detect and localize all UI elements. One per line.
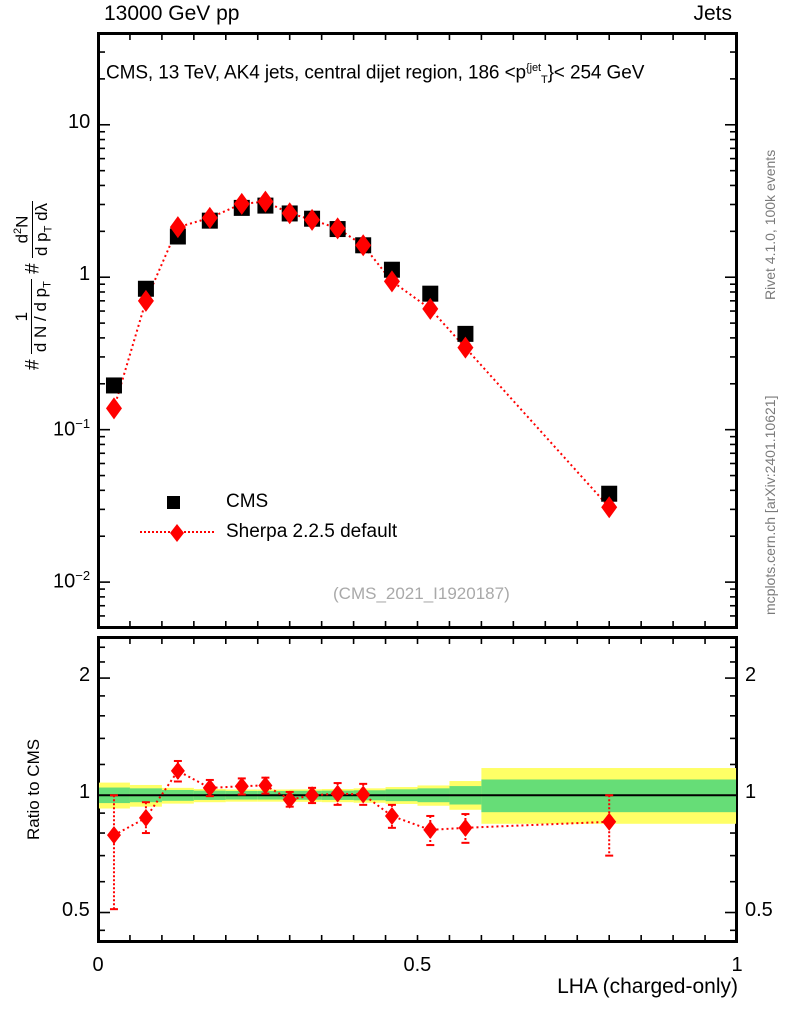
plot-title-sup: {jet [526, 62, 541, 74]
ratio-point-3 [202, 778, 217, 797]
y-tick-label-ratio-right-1: 1 [745, 781, 757, 804]
y-tick-label-ratio-right-0: 2 [745, 664, 757, 687]
legend-marker-square-icon [140, 492, 214, 512]
ratio-series-line [113, 769, 610, 837]
data-point-sherpa-8 [329, 217, 346, 240]
data-point-sherpa-10 [383, 270, 400, 293]
plot-title-pre: CMS, 13 TeV, AK4 jets, central dijet reg… [106, 62, 527, 84]
legend-entry-sherpa: Sherpa 2.2.5 default [140, 517, 397, 547]
main-panel-border [97, 32, 738, 629]
x-tick-label-0: 0 [92, 954, 104, 976]
legend: CMS Sherpa 2.2.5 default [140, 487, 397, 547]
data-point-cms-11 [422, 285, 439, 302]
header-category: Jets [693, 2, 732, 25]
ratio-point-13 [602, 812, 617, 831]
data-point-sherpa-0 [105, 397, 122, 420]
data-point-sherpa-4 [233, 192, 250, 215]
data-point-sherpa-6 [281, 202, 298, 225]
ratio-point-10 [384, 806, 399, 825]
header-beam-info: 13000 GeV pp [104, 2, 240, 25]
plot-title-post: }< 254 GeV [547, 62, 645, 84]
y-tick-label-main-2: 10−1 [53, 415, 91, 441]
x-tick-label-2: 1 [731, 954, 743, 976]
y-tick-label-ratio-2: 0.5 [62, 898, 90, 921]
ratio-point-5 [258, 776, 273, 795]
plot-title-sub: T [540, 74, 548, 87]
ratio-point-8 [330, 784, 345, 803]
analysis-id-watermark: (CMS_2021_I1920187) [333, 584, 510, 603]
data-point-cms-12 [457, 325, 474, 342]
data-point-cms-13 [601, 485, 618, 502]
legend-label-sherpa: Sherpa 2.2.5 default [226, 521, 398, 542]
data-point-sherpa-1 [137, 289, 154, 312]
y-tick-label-ratio-1: 1 [79, 781, 91, 804]
ratio-point-12 [458, 818, 473, 837]
y-tick-label-ratio-0: 2 [79, 664, 91, 687]
data-point-cms-0 [105, 377, 122, 394]
ratio-point-6 [282, 790, 297, 809]
data-point-cms-10 [383, 261, 400, 278]
data-point-sherpa-12 [457, 336, 474, 359]
x-axis-label: LHA (charged-only) [557, 975, 738, 998]
data-point-sherpa-2 [169, 216, 186, 239]
main-plot-panel [98, 33, 737, 628]
y-tick-label-ratio-right-2: 0.5 [745, 898, 773, 921]
x-tick-label-1: 0.5 [403, 954, 432, 976]
data-point-sherpa-5 [257, 190, 274, 213]
data-point-cms-1 [137, 280, 154, 297]
plot-title: CMS, 13 TeV, AK4 jets, central dijet reg… [106, 62, 644, 86]
data-point-sherpa-7 [304, 208, 321, 231]
legend-entry-cms: CMS [140, 487, 397, 517]
data-point-sherpa-11 [422, 297, 439, 320]
legend-marker-diamond-icon [140, 522, 214, 542]
legend-label-cms: CMS [226, 491, 269, 512]
ratio-point-2 [170, 761, 185, 780]
data-point-sherpa-13 [601, 496, 618, 519]
y-tick-label-main-0: 10 [68, 110, 91, 133]
ratio-point-9 [356, 785, 371, 804]
ratio-point-0 [106, 826, 121, 845]
data-point-sherpa-3 [201, 206, 218, 229]
ratio-point-11 [423, 820, 438, 839]
data-point-sherpa-9 [355, 234, 372, 257]
ratio-panel-border [97, 636, 738, 943]
ratio-point-1 [138, 808, 153, 827]
y-tick-label-main-1: 1 [79, 263, 91, 286]
ratio-point-7 [305, 786, 320, 805]
y-tick-label-main-3: 10−2 [53, 568, 91, 593]
ratio-point-4 [234, 777, 249, 796]
